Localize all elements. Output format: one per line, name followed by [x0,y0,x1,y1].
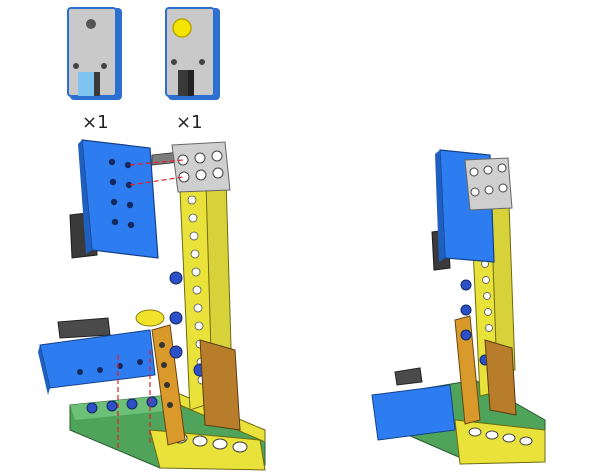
part-thumb-gray-sensor [66,6,124,102]
right-assembled-result [371,149,546,465]
yellow-button-sensor-icon [165,7,220,100]
gray-sensor-icon [67,7,122,100]
left-assembly-step [38,139,266,471]
part-thumb-yellow-sensor [164,6,222,102]
part-quantity-2: ×1 [176,112,203,133]
part-quantity-1: ×1 [82,112,109,133]
